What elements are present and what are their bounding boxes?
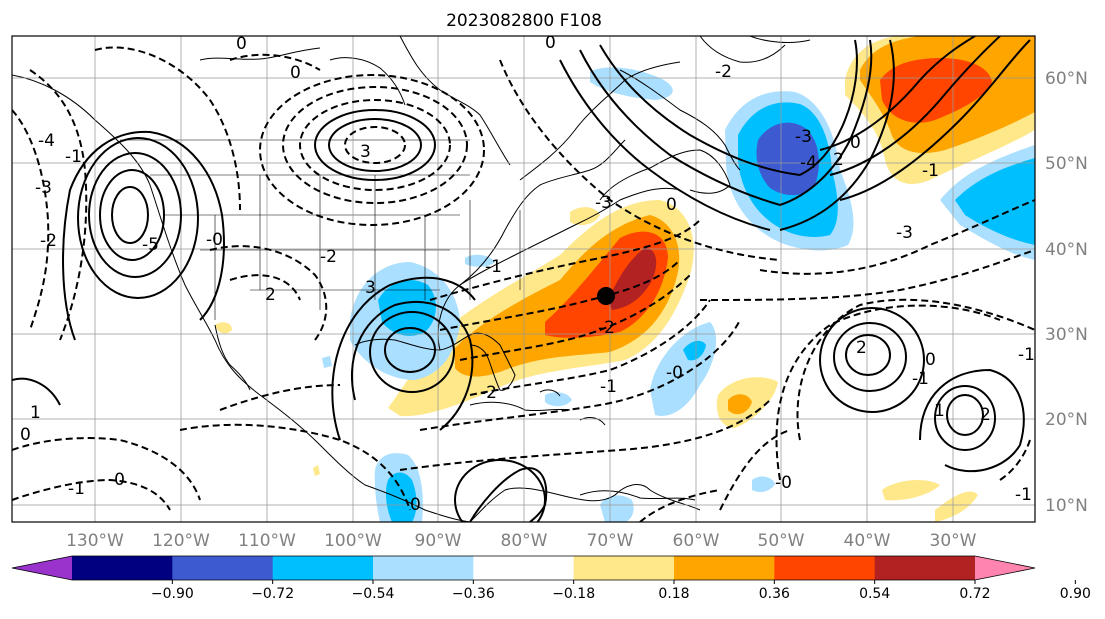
colorbar: −0.90 −0.72 −0.54 −0.36 −0.18 0.18 0.36 0.54 0.7… (11, 555, 1091, 602)
lat-label: 60°N (1045, 69, 1088, 89)
svg-text:2: 2 (980, 405, 991, 425)
map-title: 2023082800 F108 (446, 11, 602, 31)
map-frame (11, 35, 1036, 523)
colorbar-segment (874, 556, 976, 580)
colorbar-tick-label: −0.90 (151, 586, 194, 602)
colorbar-segment (72, 556, 173, 580)
svg-text:-3: -3 (896, 223, 913, 243)
lon-label: 30°W (930, 531, 977, 551)
svg-text:-3: -3 (35, 178, 52, 198)
svg-text:2: 2 (833, 150, 844, 170)
svg-text:0: 0 (545, 33, 556, 53)
svg-text:-1: -1 (912, 369, 929, 389)
svg-text:3: 3 (360, 142, 371, 162)
colorbar-max-extension (975, 556, 1035, 580)
svg-text:-0: -0 (775, 473, 792, 493)
svg-text:0: 0 (850, 133, 861, 153)
map-area: 0 0 0 -2 -3 -4 -1 -3 -4 -5 -2 -0 3 -2 2 … (12, 33, 1035, 522)
svg-text:-2: -2 (715, 62, 732, 82)
longitude-labels: 130°W 120°W 110°W 100°W 90°W 80°W 70°W 6… (66, 531, 977, 551)
svg-text:-2: -2 (320, 247, 337, 267)
svg-text:-1: -1 (485, 257, 502, 277)
svg-text:-1: -1 (68, 479, 85, 499)
colorbar-segment (272, 556, 374, 580)
lon-label: 40°W (844, 531, 891, 551)
colorbar-tick-label: 0.72 (959, 586, 990, 602)
svg-text:-4: -4 (800, 153, 817, 173)
colorbar-segment (473, 556, 575, 580)
latitude-labels: 60°N 50°N 40°N 30°N 20°N 10°N (1045, 69, 1088, 516)
svg-text:0: 0 (925, 350, 936, 370)
colorbar-tick-label: 0.90 (1060, 586, 1091, 602)
lat-label: 30°N (1045, 325, 1088, 345)
svg-text:-2: -2 (40, 231, 57, 251)
colorbar-tick-label: −0.36 (452, 586, 495, 602)
contour-lines (12, 36, 1035, 522)
svg-text:0: 0 (236, 34, 247, 54)
svg-text:-1: -1 (1015, 485, 1032, 505)
colorbar-tick-label: 0.36 (759, 586, 790, 602)
svg-text:1: 1 (30, 403, 41, 423)
svg-text:0: 0 (20, 425, 31, 445)
svg-text:-0: -0 (206, 230, 223, 250)
shading-layer (215, 36, 1035, 522)
lat-label: 10°N (1045, 496, 1088, 516)
contour-labels: 0 0 0 -2 -3 -4 -1 -3 -4 -5 -2 -0 3 -2 2 … (20, 33, 1035, 515)
colorbar-segment (573, 556, 675, 580)
svg-text:2: 2 (265, 285, 276, 305)
state-borders (120, 139, 521, 320)
colorbar-segment (774, 556, 876, 580)
svg-text:-2: -2 (480, 383, 497, 403)
lon-label: 50°W (758, 531, 805, 551)
lat-label: 20°N (1045, 410, 1088, 430)
svg-text:-5: -5 (142, 235, 159, 255)
colorbar-min-extension (12, 556, 72, 580)
lon-label: 60°W (673, 531, 720, 551)
colorbar-tick-label: −0.54 (352, 586, 395, 602)
svg-text:-1: -1 (600, 377, 617, 397)
colorbar-tick-label: −0.18 (552, 586, 595, 602)
lon-label: 100°W (324, 531, 382, 551)
svg-text:-1: -1 (922, 161, 939, 181)
lon-label: 130°W (66, 531, 124, 551)
svg-text:-1: -1 (1018, 345, 1035, 365)
colorbar-segment (674, 556, 775, 580)
svg-text:1: 1 (934, 401, 945, 421)
colorbar-segment (172, 556, 274, 580)
svg-text:-0: -0 (666, 363, 683, 383)
svg-text:-1: -1 (65, 147, 82, 167)
colorbar-outline (11, 555, 1036, 581)
lon-label: 110°W (238, 531, 296, 551)
colorbar-tick-label: 0.54 (859, 586, 890, 602)
colorbar-tick-label: −0.72 (251, 586, 294, 602)
svg-text:-4: -4 (38, 131, 55, 151)
system-center-marker (597, 287, 615, 305)
lat-label: 40°N (1045, 240, 1088, 260)
svg-text:0: 0 (290, 63, 301, 83)
svg-text:3: 3 (365, 278, 376, 298)
svg-text:-0: -0 (108, 470, 125, 490)
lon-label: 70°W (587, 531, 634, 551)
lat-label: 50°N (1045, 154, 1088, 174)
svg-text:-3: -3 (795, 127, 812, 147)
lon-label: 90°W (415, 531, 462, 551)
svg-text:-2: -2 (598, 318, 615, 338)
svg-text:2: 2 (856, 338, 867, 358)
lon-label: 80°W (501, 531, 548, 551)
colorbar-tick-label: 0.18 (658, 586, 689, 602)
colorbar-segment (373, 556, 474, 580)
svg-text:0: 0 (666, 195, 677, 215)
svg-text:0: 0 (410, 495, 421, 515)
lon-label: 120°W (152, 531, 210, 551)
svg-text:-3: -3 (595, 193, 612, 213)
